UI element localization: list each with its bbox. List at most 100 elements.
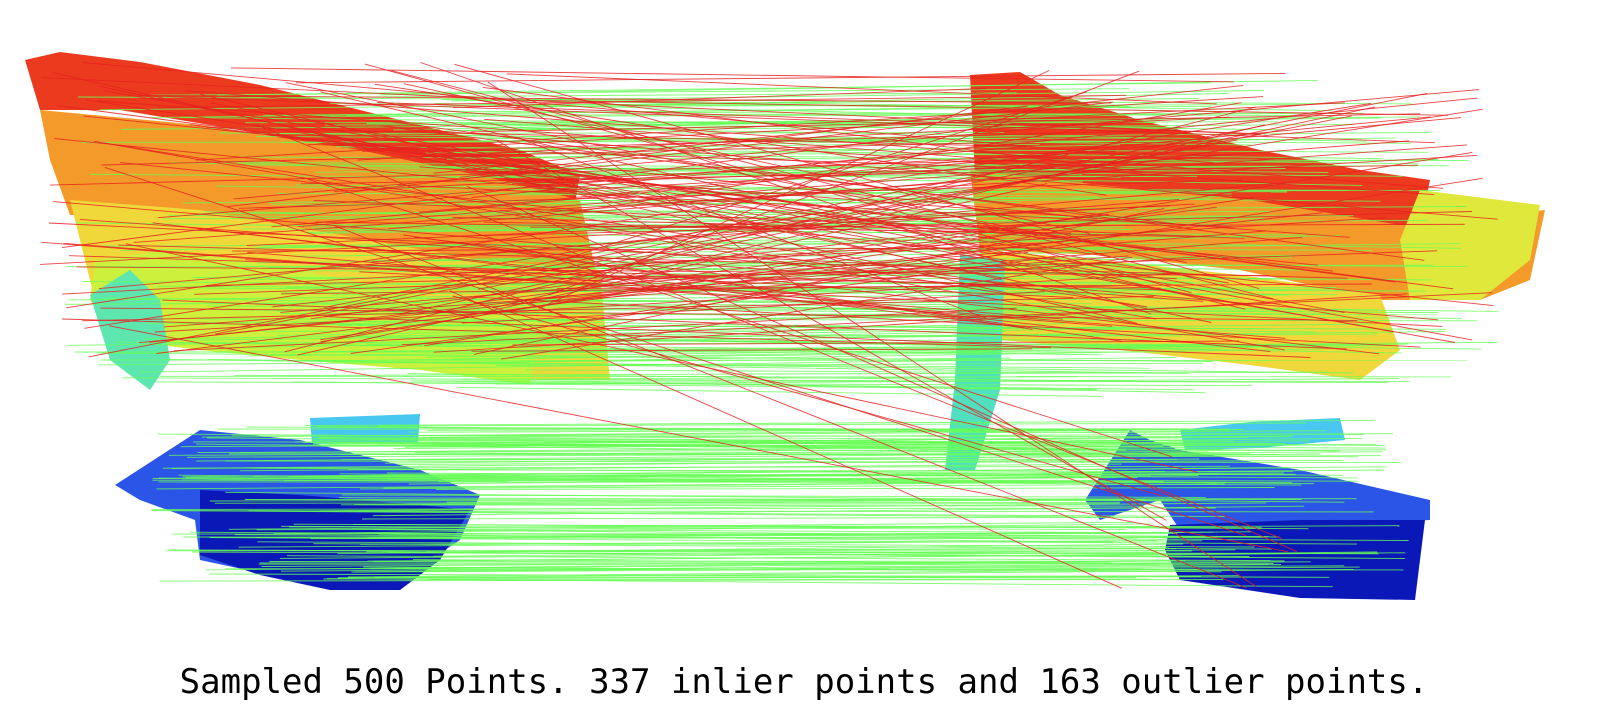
outlier-line [173,307,1017,352]
inlier-line [191,551,1250,557]
inlier-line [98,357,1011,366]
outlier-line [459,105,1028,178]
inlier-line [310,536,1280,540]
inlier-line [244,498,1357,500]
inlier-line [512,337,1402,354]
inlier-line [341,494,1206,498]
inlier-line [261,560,1136,567]
outlier-line [84,108,1483,329]
caption-text: Sampled 500 Points. 337 inlier points an… [179,662,1429,702]
inlier-line [281,525,1126,531]
inlier-line [340,504,1145,507]
outlier-line [452,295,1163,497]
inlier-line [99,98,1199,111]
outlier-correspondence-lines [40,62,1498,589]
inlier-line [160,375,1452,378]
inlier-line [248,510,1225,518]
inlier-line [337,325,1151,329]
outlier-line [162,299,1347,350]
inlier-line [319,502,1267,512]
outlier-line [80,218,1204,302]
inlier-line [492,197,1212,208]
inlier-line [337,569,1354,579]
inlier-line [393,311,1463,319]
inlier-line [348,469,1166,472]
outlier-line [474,296,1421,348]
outlier-line [230,67,1234,83]
outlier-line [506,73,1217,105]
inlier-line [427,430,1327,437]
inlier-line [295,184,1232,195]
inlier-line [143,323,1372,340]
inlier-line [362,516,1165,520]
outlier-line [206,126,1027,147]
inlier-line [359,483,1225,490]
inlier-line [352,523,1262,529]
right-cloud-right-wing [1400,190,1540,300]
inlier-line [285,286,1337,296]
inlier-line [257,541,1255,548]
outlier-line [550,154,1478,210]
outlier-line [377,102,1262,135]
inlier-line [207,437,1164,448]
outlier-line [310,213,1108,320]
inlier-line [181,469,1384,481]
inlier-line [412,559,1269,565]
left-cloud-roof [25,52,580,230]
inlier-line [367,531,1214,539]
inlier-line [234,371,1328,377]
outlier-line [53,201,1438,321]
outlier-line [471,348,1033,352]
outlier-line [557,102,1242,216]
outlier-line [167,96,1435,144]
inlier-line [283,476,1117,482]
outlier-line [478,115,1352,290]
outlier-line [298,140,1410,227]
inlier-line [267,254,1310,268]
inlier-line [180,117,1179,129]
outlier-line [137,94,1112,104]
inlier-line [458,116,1420,125]
inlier-line [206,305,1439,314]
inlier-line [542,164,1023,174]
outlier-line [93,140,1285,351]
inlier-line [182,466,1387,478]
outlier-line [420,62,1152,315]
outlier-line [215,139,1238,335]
inlier-line [149,88,1130,96]
inlier-line [314,159,1439,173]
inlier-line [224,460,1403,464]
outlier-line [295,72,1286,84]
inlier-line [66,264,1433,268]
inlier-line [240,444,1350,453]
outlier-line [487,81,1257,587]
outlier-line [41,241,1113,327]
inlier-line [256,525,1400,531]
outlier-line [158,145,1028,219]
outlier-line [557,283,1372,290]
inlier-line [321,433,1394,439]
outlier-line [138,251,1029,344]
inlier-line [158,477,1302,486]
inlier-line [351,528,1142,534]
outlier-line [324,165,1028,308]
inlier-line [151,509,1116,518]
inlier-line [495,378,1400,385]
inlier-line [378,422,1307,427]
inlier-line [373,576,1137,579]
inlier-line [346,112,1364,116]
outlier-line [109,325,1288,553]
inlier-line [172,533,1178,535]
outlier-line [379,125,1498,220]
outlier-line [76,266,1270,277]
inlier-line [465,362,1151,369]
inlier-line [214,501,1121,504]
inlier-line [347,569,1198,578]
outlier-line [511,99,1449,116]
inlier-line [367,552,1406,562]
outlier-line [418,116,1431,213]
outlier-line [401,292,1492,346]
outlier-line [451,271,1161,289]
inlier-line [424,565,1345,572]
outlier-line [189,227,1271,353]
